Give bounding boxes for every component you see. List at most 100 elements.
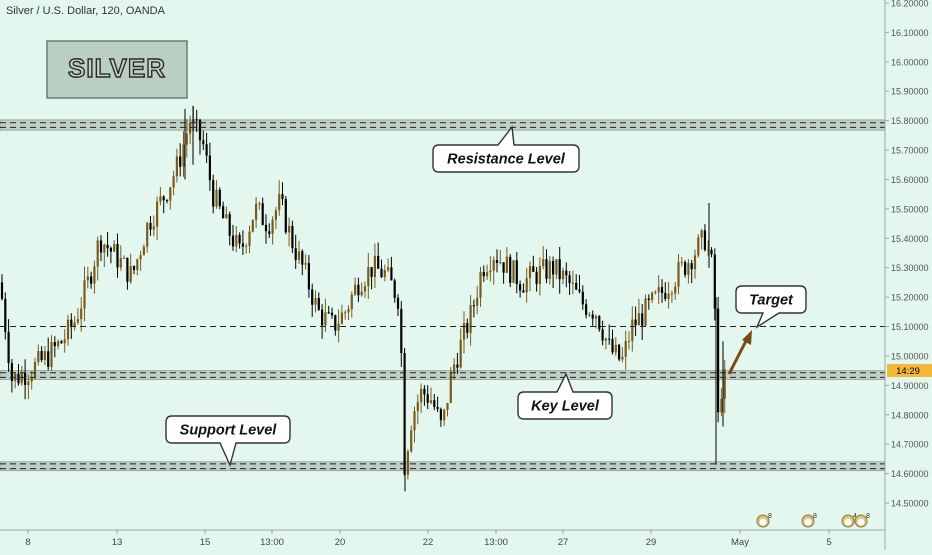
candle-body <box>406 451 409 475</box>
candle-body <box>456 364 459 368</box>
price-axis[interactable]: 14.50000 14.60000 14.70000 14.80000 14.90000… <box>885 0 929 509</box>
candle-body <box>489 270 492 273</box>
candle-body <box>684 262 687 275</box>
candle-body <box>113 244 116 252</box>
candle-body <box>93 266 96 284</box>
annotation-resistance[interactable]: Resistance Level <box>432 125 580 173</box>
candle-body <box>284 199 287 233</box>
candle-body <box>291 225 294 249</box>
price-tick-label: 16.20000 <box>891 0 929 9</box>
level-zone <box>0 370 886 380</box>
price-tick-label: 15.10000 <box>891 322 929 332</box>
candle-body <box>713 254 716 309</box>
candle-body <box>601 329 604 341</box>
candle-body <box>670 293 673 295</box>
price-tag-label: 14:29 <box>896 366 920 377</box>
earnings-icon[interactable]: 8 <box>854 513 870 528</box>
price-tick-label: 15.60000 <box>891 175 929 185</box>
candle-body <box>271 219 274 234</box>
candle-body <box>182 144 185 167</box>
candle-body <box>360 291 363 296</box>
candle-body <box>674 286 677 294</box>
candle-body <box>103 244 106 253</box>
time-axis[interactable]: 8 13 15 13:00 20 22 13:00 27 29 May 5 <box>25 530 832 548</box>
current-price-tag[interactable]: 14:29 <box>887 364 932 377</box>
candle-body <box>416 402 419 412</box>
candle-body <box>723 369 726 399</box>
level-zone <box>0 461 886 472</box>
candle-body <box>179 156 182 167</box>
price-tick-label: 15.70000 <box>891 146 929 156</box>
candle-body <box>238 234 241 244</box>
candle-body <box>185 133 188 145</box>
candle-body <box>433 400 436 407</box>
candle-body <box>707 249 710 251</box>
candle-body <box>667 293 670 299</box>
candle-body <box>294 248 297 260</box>
candle-body <box>24 373 27 385</box>
candle-body <box>43 351 46 360</box>
earnings-icon[interactable]: 8 <box>756 513 772 528</box>
candle-body <box>453 364 456 372</box>
candle-body <box>647 298 650 300</box>
candle-body <box>47 351 50 367</box>
candle-body <box>228 214 231 236</box>
candle-body <box>363 285 367 292</box>
candle-body <box>139 255 142 260</box>
candle-body <box>373 255 376 277</box>
candle-body <box>354 284 357 295</box>
candle-body <box>621 356 624 360</box>
earnings-icon[interactable]: 8 <box>801 513 817 528</box>
candle-body <box>324 312 327 326</box>
candle-body <box>162 196 165 201</box>
candle-body <box>390 267 393 281</box>
candle-body <box>37 351 40 363</box>
candle-body <box>264 224 268 232</box>
candle-body <box>703 230 706 250</box>
candle-body <box>429 400 433 403</box>
time-tick-label: 20 <box>335 537 346 548</box>
annotation-support[interactable]: Support Level <box>165 415 291 468</box>
candle-body <box>568 275 571 284</box>
candle-body <box>443 409 446 421</box>
callout-box <box>517 372 613 420</box>
candle-body <box>261 203 264 225</box>
candle-body <box>624 341 627 357</box>
candle-body <box>63 339 66 344</box>
candle-body <box>479 271 482 298</box>
candle-body <box>423 388 426 395</box>
candle-body <box>426 394 429 403</box>
candle-body <box>106 244 109 249</box>
candle-body <box>53 342 56 347</box>
icon-count: 8 <box>813 513 817 520</box>
candle-body <box>657 287 660 293</box>
annotation-target[interactable]: Target <box>735 285 807 329</box>
price-tick-label: 15.80000 <box>891 116 929 126</box>
candle-body <box>538 265 541 285</box>
candle-body <box>393 280 396 298</box>
candle-body <box>80 308 83 320</box>
candle-body <box>241 243 244 247</box>
candle-body <box>535 271 538 285</box>
candle-body <box>618 344 621 360</box>
price-tick-label: 14.90000 <box>891 381 929 391</box>
price-tick-label: 14.80000 <box>891 410 929 420</box>
earnings-icon[interactable]: 4 <box>841 513 857 528</box>
candle-body <box>677 262 680 287</box>
candle-body <box>611 338 614 353</box>
candle-body <box>212 180 215 207</box>
candle-body <box>258 203 261 205</box>
candle-body <box>515 260 518 285</box>
price-tick-label: 15.40000 <box>891 234 929 244</box>
candle-body <box>208 155 211 181</box>
annotation-key[interactable]: Key Level <box>517 372 613 420</box>
candle-body <box>189 123 192 134</box>
candle-body <box>565 270 568 276</box>
candle-body <box>73 322 76 327</box>
price-tick-label: 15.20000 <box>891 293 929 303</box>
candle-body <box>156 201 159 227</box>
candle-body <box>387 267 390 271</box>
candle-body <box>235 234 238 247</box>
